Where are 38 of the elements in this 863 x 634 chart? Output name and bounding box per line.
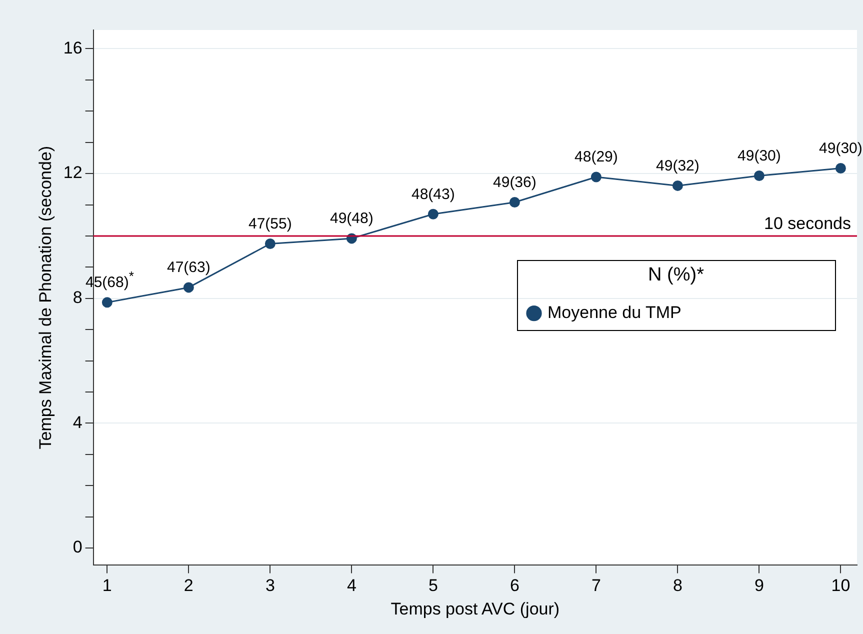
point xyxy=(590,172,602,182)
ref-line-label: 10 seconds xyxy=(764,214,851,234)
annotation: 48(43) xyxy=(412,186,455,203)
y-tick-label: 4 xyxy=(72,412,82,432)
annotation: 49(32) xyxy=(656,157,700,174)
point xyxy=(754,170,764,181)
x-tick-label: 9 xyxy=(754,576,764,596)
point xyxy=(509,197,520,208)
x-tick-label: 7 xyxy=(591,576,601,596)
x-axis-title: Temps post AVC (jour) xyxy=(390,599,560,618)
point xyxy=(183,282,194,293)
x-tick-label: 4 xyxy=(346,576,356,596)
point xyxy=(672,180,683,191)
annotation: 49(48) xyxy=(330,210,374,228)
y-tick-label: 12 xyxy=(63,163,82,182)
point xyxy=(835,162,846,174)
x-tick-label: 8 xyxy=(672,576,682,596)
x-tick-label: 10 xyxy=(831,576,850,596)
annotation: 49(36) xyxy=(493,174,536,191)
point xyxy=(264,238,276,250)
y-tick-label: 0 xyxy=(72,538,82,557)
legend-title: N (%)* xyxy=(648,264,705,286)
y-tick-label: 16 xyxy=(63,38,82,58)
annotation: 49(30) xyxy=(819,140,862,157)
legend-label: Moyenne du TMP xyxy=(548,302,682,322)
annotation: 47(63) xyxy=(166,259,210,276)
annotation: 47(55) xyxy=(248,215,292,232)
x-tick-label: 6 xyxy=(510,576,520,596)
x-tick-label: 3 xyxy=(265,576,275,596)
x-tick-label: 5 xyxy=(428,576,438,596)
point xyxy=(428,208,438,220)
annotation: 49(30) xyxy=(738,147,781,164)
x-tick-label: 2 xyxy=(184,576,194,596)
annotation: 48(29) xyxy=(574,148,618,166)
y-tick-label: 8 xyxy=(72,288,82,308)
point xyxy=(102,297,112,308)
x-tick-label: 1 xyxy=(102,576,112,596)
y-axis-title: Temps Maximal de Phonation (seconde) xyxy=(36,146,55,450)
